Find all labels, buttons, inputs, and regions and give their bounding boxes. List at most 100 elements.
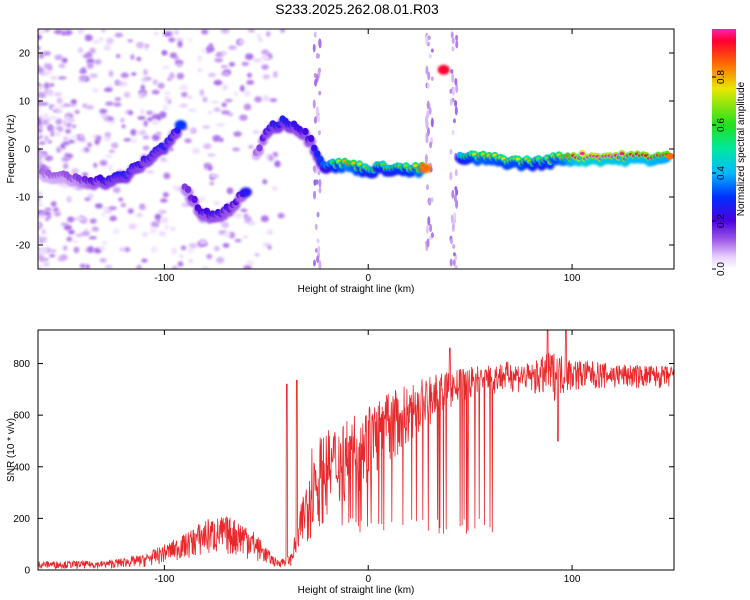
noise-blob — [143, 76, 152, 81]
noise-blob — [247, 72, 252, 78]
noise-blob — [108, 164, 113, 172]
noise-blob — [203, 162, 209, 170]
noise-blob — [452, 244, 456, 249]
noise-blob — [38, 251, 42, 257]
noise-blob — [315, 179, 319, 185]
noise-blob — [157, 82, 165, 89]
noise-blob — [454, 264, 458, 269]
colorbar-label: Normalized spectral amplitude — [736, 81, 747, 216]
noise-blob — [135, 213, 143, 218]
noise-blob — [109, 215, 117, 222]
noise-blob — [104, 154, 113, 158]
snr-x-tick-label: 0 — [365, 574, 371, 585]
noise-blob — [452, 252, 456, 257]
noise-blob — [256, 33, 261, 40]
noise-blob — [317, 245, 321, 254]
colorbar-tick-label: 0.8 — [716, 70, 727, 84]
noise-blob — [216, 256, 225, 264]
noise-blob — [221, 222, 230, 229]
spectrogram-y-tick-label: 20 — [19, 49, 31, 60]
noise-blob — [123, 138, 132, 142]
noise-blob — [262, 179, 268, 185]
noise-blob — [137, 115, 146, 120]
noise-blob — [239, 114, 248, 121]
noise-blob — [237, 39, 245, 45]
noise-blob — [38, 136, 42, 140]
noise-blob — [223, 232, 231, 237]
noise-blob — [243, 103, 252, 111]
noise-blob — [63, 136, 69, 142]
noise-blob — [146, 170, 154, 174]
noise-blob — [269, 98, 278, 103]
noise-blob — [139, 130, 147, 135]
noise-blob — [112, 186, 121, 193]
noise-blob — [87, 193, 94, 200]
noise-blob — [316, 255, 320, 264]
noise-blob — [160, 198, 168, 203]
noise-blob — [46, 214, 52, 219]
noise-blob — [120, 118, 125, 123]
noise-blob — [86, 58, 95, 65]
noise-blob — [41, 229, 46, 235]
noise-blob — [67, 118, 76, 122]
noise-blob — [85, 51, 93, 59]
noise-blob — [169, 52, 178, 59]
snr-y-tick-label: 200 — [13, 514, 30, 525]
noise-blob — [430, 197, 434, 203]
spectrogram-x-axis-label: Height of straight line (km) — [298, 284, 415, 295]
noise-blob — [222, 84, 228, 91]
snr-y-tick-label: 600 — [13, 411, 30, 422]
noise-blob — [71, 168, 79, 175]
noise-blob — [215, 123, 225, 127]
noise-blob — [176, 72, 185, 80]
ridge-point — [174, 120, 187, 130]
noise-blob — [62, 162, 69, 170]
colorbar-tick-label: 0.6 — [716, 118, 727, 132]
noise-blob — [143, 120, 148, 127]
ridge-core — [579, 152, 585, 156]
noise-blob — [83, 147, 90, 153]
noise-blob — [316, 53, 320, 59]
noise-blob — [428, 235, 432, 241]
noise-blob — [62, 245, 68, 251]
noise-blob — [62, 184, 69, 189]
noise-blob — [191, 147, 201, 154]
noise-blob — [452, 118, 456, 124]
noise-blob — [312, 259, 316, 267]
noise-blob — [453, 212, 457, 220]
noise-blob — [62, 141, 71, 145]
noise-blob — [130, 129, 137, 136]
noise-blob — [318, 187, 322, 194]
snr-axes: -100 0 100 0 200 400 600 800 — [13, 329, 675, 585]
noise-blob — [160, 157, 166, 161]
noise-blob — [38, 67, 44, 73]
noise-blob — [224, 98, 233, 103]
noise-blob — [87, 246, 95, 253]
noise-blob — [44, 155, 54, 162]
noise-blob — [68, 139, 76, 144]
noise-blob — [91, 88, 99, 93]
noise-blob — [50, 201, 57, 207]
noise-blob — [243, 265, 252, 269]
noise-blob — [117, 81, 123, 86]
noise-blob — [105, 101, 114, 106]
chart-title: S233.2025.262.08.01.R03 — [275, 1, 439, 17]
ridge-body — [307, 134, 315, 143]
noise-blob — [208, 43, 214, 49]
noise-blob — [46, 64, 53, 72]
noise-blob — [44, 135, 50, 143]
noise-blob — [428, 197, 432, 206]
spectrogram-y-tick-label: -10 — [16, 193, 31, 204]
noise-blob — [213, 79, 223, 86]
noise-blob — [143, 69, 148, 76]
noise-blob — [112, 228, 120, 235]
noise-blob — [53, 211, 62, 217]
noise-blob — [175, 37, 184, 42]
noise-blob — [187, 108, 197, 112]
noise-blob — [261, 54, 270, 61]
noise-blob — [162, 192, 169, 198]
noise-blob — [150, 246, 158, 253]
noise-blob — [101, 212, 106, 217]
noise-blob — [103, 87, 113, 93]
snr-y-tick-label: 800 — [13, 359, 30, 370]
